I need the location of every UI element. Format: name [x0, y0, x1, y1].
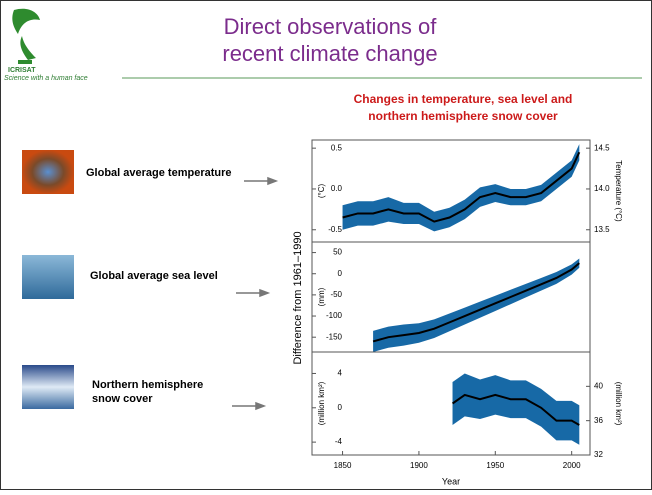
y-tick-label: 0	[338, 403, 343, 412]
y2-label: Temperature (°C)	[614, 160, 623, 222]
y-label: (million km²)	[317, 381, 326, 425]
series-line	[451, 393, 580, 426]
uncertainty-band	[452, 373, 580, 445]
y-tick-label: 0.5	[331, 143, 343, 152]
item-label: Global average sea level	[90, 270, 218, 282]
y-tick-label: 0	[338, 269, 343, 278]
y2-label: (million km²)	[614, 382, 623, 426]
item-label: snow cover	[92, 393, 153, 405]
y-tick-label: 0.0	[331, 184, 343, 193]
figure-title: Changes in temperature, sea level and	[354, 92, 573, 106]
y-tick-label: -50	[330, 290, 342, 299]
logo-text: ICRISAT	[8, 67, 36, 74]
slide-title: Direct observations of	[224, 14, 438, 39]
y2-tick-label: 32	[594, 450, 603, 459]
arrow-head	[267, 176, 279, 186]
shared-y-label: Difference from 1961–1990	[292, 231, 304, 364]
arrow-head	[259, 288, 271, 298]
y-label: (mm)	[317, 287, 326, 306]
series-line	[372, 262, 580, 343]
figure-title: northern hemisphere snow cover	[368, 109, 558, 123]
slide-title: recent climate change	[222, 41, 437, 66]
tagline: Science with a human face	[4, 75, 88, 82]
y-tick-label: -150	[326, 332, 343, 341]
temperature-image	[22, 150, 74, 194]
arrow-head	[255, 401, 267, 411]
y-tick-label: -100	[326, 311, 343, 320]
y-tick-label: 4	[338, 369, 343, 378]
x-label: Year	[442, 476, 460, 486]
x-tick-label: 1850	[334, 461, 352, 470]
item-label: Global average temperature	[86, 167, 232, 179]
y2-tick-label: 13.5	[594, 225, 610, 234]
y-tick-label: -0.5	[328, 225, 342, 234]
y2-tick-label: 14.5	[594, 143, 610, 152]
uncertainty-band	[342, 144, 580, 232]
snow-image	[22, 365, 74, 409]
x-tick-label: 1950	[486, 461, 504, 470]
x-tick-label: 2000	[563, 461, 581, 470]
uncertainty-band	[373, 258, 580, 352]
y2-tick-label: 40	[594, 381, 603, 390]
sea-image	[22, 255, 74, 299]
y-tick-label: 50	[333, 248, 342, 257]
y2-tick-label: 14.0	[594, 184, 610, 193]
y2-tick-label: 36	[594, 416, 603, 425]
logo	[12, 8, 40, 64]
item-label: Northern hemisphere	[92, 379, 203, 391]
y-label: (°C)	[317, 184, 326, 199]
series-line	[342, 151, 581, 223]
plot-frame	[311, 241, 591, 353]
y-tick-label: -4	[335, 437, 343, 446]
x-tick-label: 1900	[410, 461, 428, 470]
